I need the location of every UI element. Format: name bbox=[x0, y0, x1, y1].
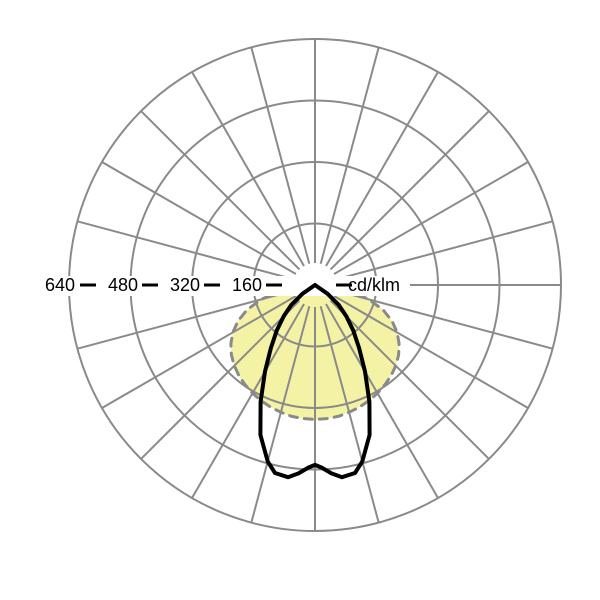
ring-label: 160 bbox=[232, 275, 262, 295]
ring-label: 320 bbox=[170, 275, 200, 295]
axis-labels: 640 480 320 160 cd/klm bbox=[40, 275, 410, 296]
ring-label: 480 bbox=[108, 275, 138, 295]
unit-label: cd/klm bbox=[348, 275, 400, 295]
ring-label: 640 bbox=[45, 275, 75, 295]
photometric-polar-chart: 640 480 320 160 cd/klm bbox=[0, 0, 600, 600]
